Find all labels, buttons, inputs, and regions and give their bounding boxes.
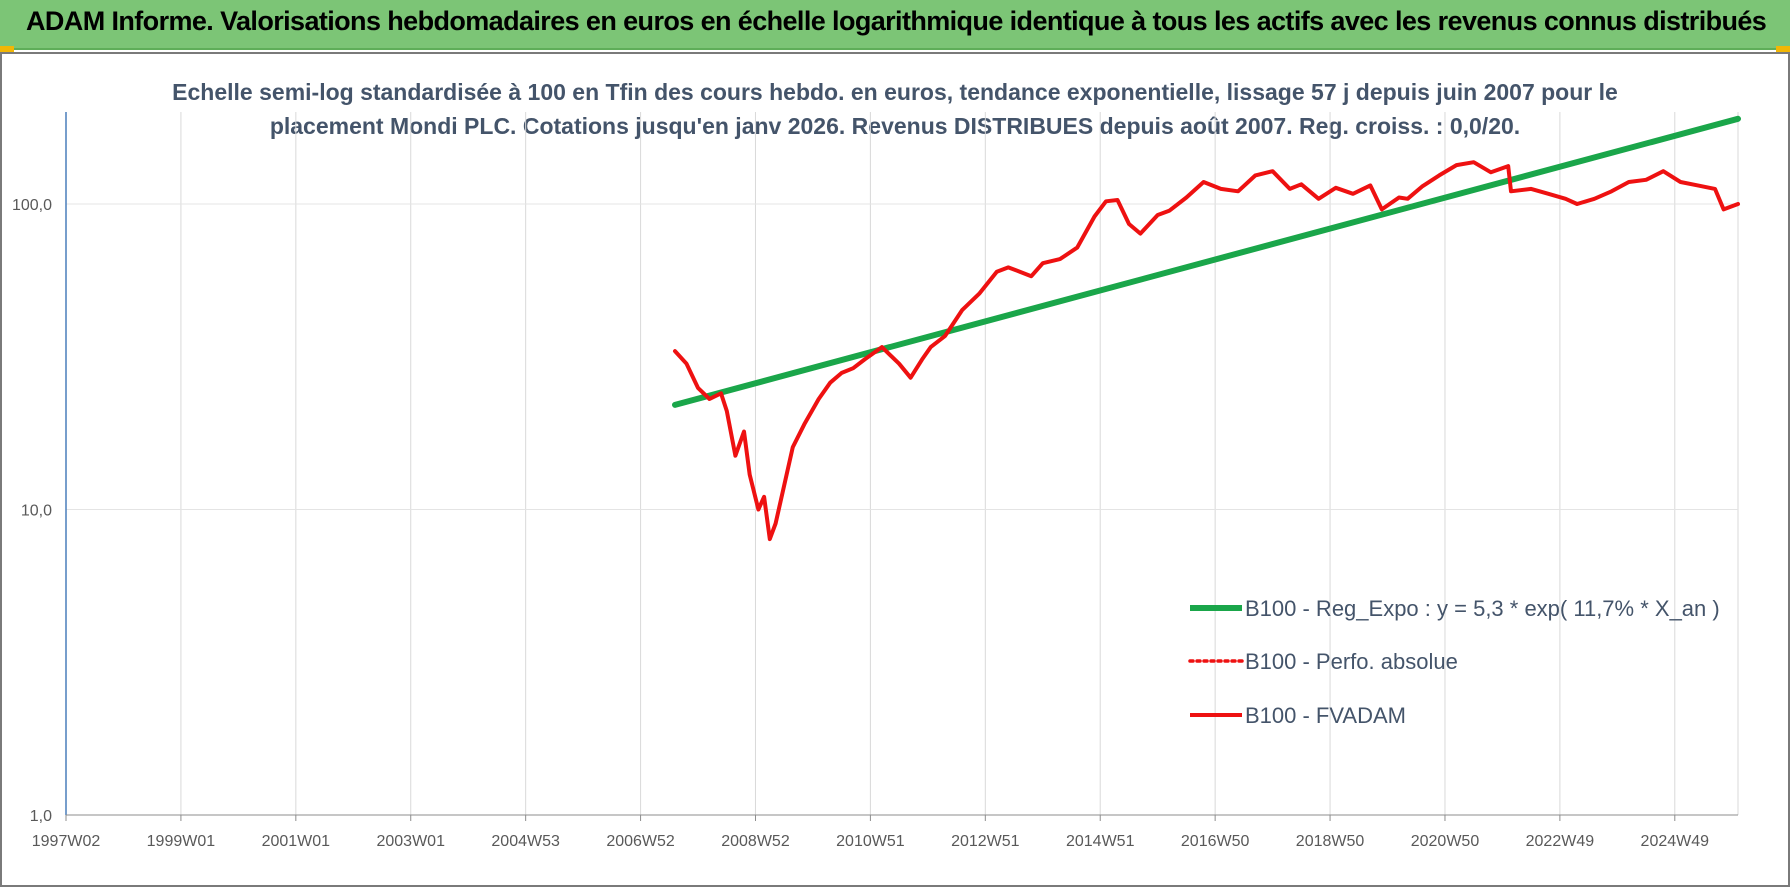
x-tick-label: 2014W51 — [1066, 833, 1135, 850]
legend-label: B100 - Reg_Expo : y = 5,3 * exp( 11,7% *… — [1245, 596, 1720, 621]
legend-label: B100 - FVADAM — [1245, 703, 1406, 728]
header-banner: ADAM Informe. Valorisations hebdomadaire… — [0, 0, 1790, 50]
x-tick-label: 2008W52 — [721, 833, 790, 850]
x-tick-label: 1997W02 — [32, 833, 101, 850]
y-tick-label: 100,0 — [12, 197, 52, 214]
x-tick-label: 2006W52 — [606, 833, 675, 850]
x-tick-label: 2024W49 — [1641, 833, 1710, 850]
vertical-gridlines — [65, 112, 1739, 816]
series-line-regression — [672, 115, 1741, 408]
y-tick-label: 1,0 — [30, 808, 52, 825]
chart-subtitle-line1: Echelle semi-log standardisée à 100 en T… — [172, 79, 1618, 105]
chart-subtitle-line2: placement Mondi PLC. Cotations jusqu'en … — [270, 113, 1520, 139]
series-line-fvadam — [673, 160, 1740, 542]
axes: 1997W02 1999W01 2001W01 2003W01 2004W53 2006W… — [12, 112, 1738, 850]
series-layer — [672, 115, 1741, 542]
x-tick-label: 1999W01 — [147, 833, 216, 850]
x-tick-label: 2004W53 — [491, 833, 560, 850]
corner-marker-right — [1776, 46, 1790, 54]
x-tick-label: 2001W01 — [262, 833, 331, 850]
x-tick-label: 2020W50 — [1411, 833, 1480, 850]
chart-frame — [0, 52, 1790, 887]
page-title: ADAM Informe. Valorisations hebdomadaire… — [26, 6, 1767, 36]
x-tick-label: 2018W50 — [1296, 833, 1365, 850]
corner-marker-left — [0, 46, 14, 54]
y-tick-label: 10,0 — [21, 502, 52, 519]
x-tick-label: 2012W51 — [951, 833, 1020, 850]
x-tick-label: 2022W49 — [1526, 833, 1595, 850]
x-tick-label: 2003W01 — [376, 833, 445, 850]
x-tick-label: 2010W51 — [836, 833, 905, 850]
legend: B100 - Reg_Expo : y = 5,3 * exp( 11,7% *… — [1188, 596, 1720, 728]
legend-label: B100 - Perfo. absolue — [1245, 649, 1458, 674]
x-tick-label: 2016W50 — [1181, 833, 1250, 850]
